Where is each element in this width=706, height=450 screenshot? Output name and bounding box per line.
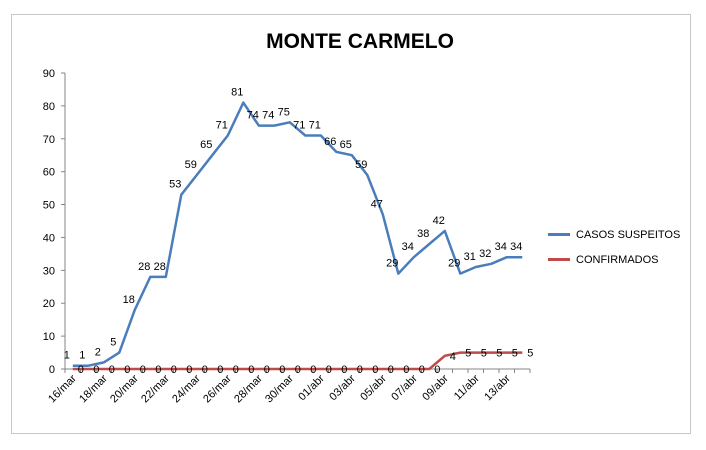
data-label-confirmados: 4: [450, 351, 456, 363]
x-tick-label: 20/mar: [108, 372, 141, 405]
y-tick-label: 40: [43, 232, 55, 244]
data-label-casos-suspeitos: 74: [247, 110, 259, 122]
data-label-casos-suspeitos: 66: [324, 136, 336, 148]
data-label-casos-suspeitos: 42: [433, 215, 445, 227]
y-tick-label: 10: [43, 331, 55, 343]
data-label-casos-suspeitos: 59: [185, 159, 197, 171]
legend-item-confirmados: CONFIRMADOS: [548, 247, 680, 272]
data-label-confirmados: 0: [341, 364, 347, 376]
y-tick-label: 80: [43, 101, 55, 113]
data-label-casos-suspeitos: 47: [371, 198, 383, 210]
data-label-confirmados: 0: [248, 364, 254, 376]
data-label-casos-suspeitos: 71: [216, 119, 228, 131]
data-label-casos-suspeitos: 5: [110, 337, 116, 349]
data-label-confirmados: 0: [233, 364, 239, 376]
chart-frame: [11, 14, 691, 434]
data-label-casos-suspeitos: 34: [402, 241, 414, 253]
y-tick-label: 0: [49, 364, 55, 376]
data-label-casos-suspeitos: 31: [464, 251, 476, 263]
data-label-casos-suspeitos: 2: [95, 346, 101, 358]
data-label-casos-suspeitos: 53: [169, 179, 181, 191]
x-tick-label: 30/mar: [263, 372, 296, 405]
legend: CASOS SUSPEITOS CONFIRMADOS: [548, 222, 680, 272]
data-label-confirmados: 5: [481, 348, 487, 360]
data-label-casos-suspeitos: 28: [138, 261, 150, 273]
x-tick-label: 16/mar: [46, 372, 79, 405]
legend-swatch-casos-suspeitos: [548, 233, 570, 236]
data-label-confirmados: 0: [434, 364, 440, 376]
y-tick-label: 30: [43, 265, 55, 277]
data-label-casos-suspeitos: 65: [340, 139, 352, 151]
data-label-casos-suspeitos: 18: [123, 294, 135, 306]
x-tick-label: 13/abr: [482, 372, 513, 403]
data-label-confirmados: 0: [171, 364, 177, 376]
data-label-confirmados: 5: [496, 348, 502, 360]
series-line-confirmados: [72, 351, 523, 371]
data-label-casos-suspeitos: 38: [417, 228, 429, 240]
data-label-confirmados: 0: [295, 364, 301, 376]
data-label-casos-suspeitos: 65: [200, 139, 212, 151]
data-label-casos-suspeitos: 1: [79, 350, 85, 362]
data-label-confirmados: 0: [326, 364, 332, 376]
legend-swatch-confirmados: [548, 258, 570, 261]
y-tick-label: 50: [43, 200, 55, 212]
data-label-confirmados: 0: [155, 364, 161, 376]
data-label-casos-suspeitos: 75: [278, 106, 290, 118]
data-label-confirmados: 0: [372, 364, 378, 376]
data-label-casos-suspeitos: 74: [262, 110, 274, 122]
data-label-confirmados: 5: [527, 348, 533, 360]
data-label-confirmados: 0: [124, 364, 130, 376]
x-tick-label: 24/mar: [170, 372, 203, 405]
x-tick-label: 18/mar: [77, 372, 110, 405]
data-label-confirmados: 0: [310, 364, 316, 376]
x-tick-label: 28/mar: [232, 372, 265, 405]
data-label-confirmados: 0: [217, 364, 223, 376]
x-tick-label: 03/abr: [327, 372, 358, 403]
data-label-confirmados: 0: [357, 364, 363, 376]
y-tick-label: 70: [43, 134, 55, 146]
data-label-casos-suspeitos: 59: [355, 159, 367, 171]
data-label-confirmados: 0: [140, 364, 146, 376]
series-line-casos-suspeitos: [72, 101, 523, 367]
data-label-casos-suspeitos: 29: [448, 258, 460, 270]
legend-item-casos-suspeitos: CASOS SUSPEITOS: [548, 222, 680, 247]
data-label-confirmados: 0: [279, 364, 285, 376]
x-tick-label: 09/abr: [420, 372, 451, 403]
data-label-casos-suspeitos: 32: [479, 248, 491, 260]
data-label-confirmados: 5: [465, 348, 471, 360]
data-label-confirmados: 0: [93, 364, 99, 376]
x-tick-label: 26/mar: [201, 372, 234, 405]
data-label-confirmados: 0: [419, 364, 425, 376]
data-label-confirmados: 0: [78, 364, 84, 376]
y-tick-label: 20: [43, 298, 55, 310]
x-tick-label: 22/mar: [139, 372, 172, 405]
x-tick-label: 05/abr: [358, 372, 389, 403]
y-tick-label: 60: [43, 167, 55, 179]
chart-title: MONTE CARMELO: [266, 30, 454, 53]
data-label-casos-suspeitos: 71: [293, 119, 305, 131]
data-label-casos-suspeitos: 29: [386, 258, 398, 270]
legend-label-confirmados: CONFIRMADOS: [576, 253, 659, 266]
data-label-confirmados: 0: [403, 364, 409, 376]
data-label-casos-suspeitos: 1: [64, 350, 70, 362]
data-label-confirmados: 0: [109, 364, 115, 376]
x-tick-label: 01/abr: [296, 372, 327, 403]
data-label-casos-suspeitos: 34: [495, 241, 507, 253]
data-label-casos-suspeitos: 34: [510, 241, 522, 253]
data-label-confirmados: 0: [388, 364, 394, 376]
data-label-casos-suspeitos: 71: [309, 119, 321, 131]
data-label-confirmados: 0: [186, 364, 192, 376]
y-tick-label: 90: [43, 68, 55, 80]
x-tick-label: 11/abr: [452, 372, 482, 402]
data-label-confirmados: 0: [202, 364, 208, 376]
x-tick-label: 07/abr: [389, 372, 420, 403]
legend-label-casos-suspeitos: CASOS SUSPEITOS: [576, 228, 681, 241]
data-label-confirmados: 5: [512, 348, 518, 360]
data-label-confirmados: 0: [264, 364, 270, 376]
data-label-casos-suspeitos: 81: [231, 87, 243, 99]
data-label-casos-suspeitos: 28: [154, 261, 166, 273]
